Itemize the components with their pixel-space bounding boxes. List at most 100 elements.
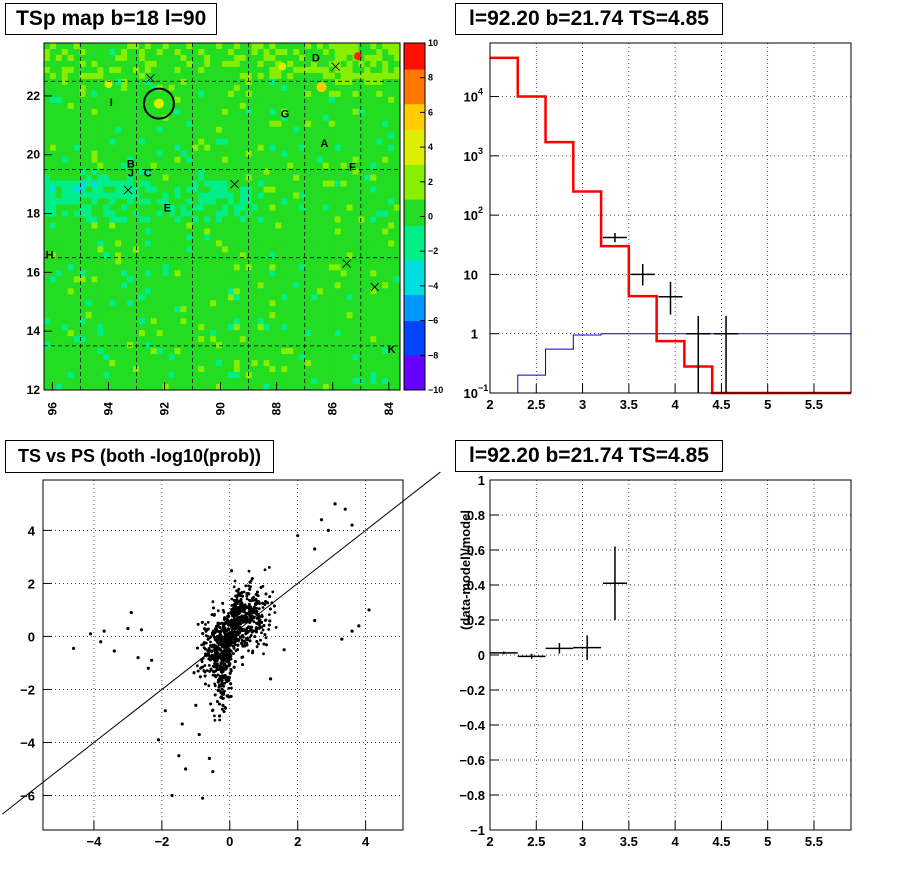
tsmap-cell: [204, 282, 211, 289]
tsmap-cell: [316, 312, 324, 319]
tsmap-cell: [322, 240, 330, 247]
tsmap-cell: [227, 366, 235, 373]
scatter-point: [216, 609, 220, 613]
tsmap-cell: [97, 102, 104, 110]
tsmap-cell: [281, 180, 288, 188]
tsmap-cell: [311, 234, 318, 241]
tsmap-cell: [394, 102, 401, 110]
tsmap-cell: [340, 43, 348, 50]
tsmap-cell: [388, 186, 395, 194]
tsmap-cell: [91, 234, 98, 241]
tsmap-cell: [263, 336, 270, 343]
tsmap-cell: [275, 168, 282, 176]
tsmap-cell: [293, 192, 300, 200]
tsmap-cell: [198, 270, 205, 277]
tsmap-cell: [61, 102, 69, 110]
tsmap-cell: [121, 78, 128, 86]
tsmap-cell: [150, 162, 158, 170]
spectrum-ytick-exponent: 3: [478, 146, 483, 156]
tsmap-cell: [103, 378, 110, 385]
tsmap-cell: [382, 378, 389, 385]
tsmap-cell: [162, 90, 170, 98]
tsmap-cell: [85, 294, 92, 301]
tsmap-cell: [222, 342, 229, 349]
tsmap-cell: [85, 306, 92, 313]
tsmap-cell: [370, 330, 377, 337]
tsmap-cell: [85, 312, 92, 319]
tsmap-cross-marker: [331, 62, 340, 71]
tsmap-cell: [127, 330, 134, 337]
tsmap-cell: [346, 192, 354, 200]
tsmap-cell: [115, 108, 122, 116]
tsmap-cell: [227, 54, 235, 62]
tsmap-cell: [293, 378, 300, 385]
tsmap-cell: [97, 204, 104, 212]
tsmap-cell: [174, 72, 181, 80]
tsmap-cell: [305, 162, 312, 170]
tsmap-cell: [162, 78, 170, 86]
tsmap-cell: [150, 216, 158, 223]
tsmap-cell: [334, 192, 342, 200]
tsmap-cell: [61, 66, 69, 74]
tsmap-cell: [388, 180, 395, 188]
tsmap-cell: [73, 294, 81, 301]
tsmap-cell: [168, 156, 176, 164]
tsmap-cell: [364, 336, 371, 343]
tsmap-cell: [388, 276, 395, 283]
tsmap-cell: [55, 72, 63, 80]
tsmap-cell: [281, 294, 288, 301]
tsmap-cell: [239, 342, 247, 349]
tsmap-cell: [245, 144, 253, 152]
tsmap-cell: [144, 66, 152, 74]
tsmap-cell: [186, 78, 193, 86]
tsmap-cell: [227, 132, 235, 140]
tsmap-cell: [394, 246, 401, 253]
tsmap-cell: [138, 324, 146, 331]
tsmap-cell: [269, 312, 276, 319]
tsmap-cell: [97, 174, 104, 182]
tsmap-cell: [275, 240, 282, 247]
tsmap-cell: [263, 354, 270, 361]
tsmap-cell: [192, 246, 199, 253]
tsmap-cell: [322, 336, 330, 343]
tsmap-cell: [227, 204, 235, 212]
tsmap-cell: [67, 126, 75, 134]
tsmap-cell: [138, 186, 146, 194]
tsmap-cell: [210, 126, 217, 134]
tsmap-cell: [198, 54, 205, 62]
tsmap-cell: [44, 48, 51, 56]
tsmap-cell: [287, 174, 294, 182]
tsmap-cell: [364, 78, 371, 86]
tsmap-cell: [162, 144, 170, 152]
tsmap-cell: [55, 162, 63, 170]
tsmap-cell: [121, 294, 128, 301]
tsmap-cell: [370, 174, 377, 182]
tsmap-cell: [204, 246, 211, 253]
tsmap-cell: [269, 366, 276, 373]
tsmap-cell: [305, 43, 312, 50]
tsmap-cell: [67, 114, 75, 122]
tsmap-cell: [334, 132, 342, 140]
tsmap-cell: [340, 348, 348, 355]
tsmap-cell: [79, 252, 87, 259]
tsmap-cell: [257, 378, 265, 385]
tsmap-cell: [97, 366, 104, 373]
tsmap-cell: [192, 72, 199, 80]
tsmap-cell: [263, 156, 270, 164]
tsmap-cell: [364, 54, 371, 62]
tsmap-cell: [174, 48, 181, 56]
tsmap-cell: [216, 354, 223, 361]
tsmap-cell: [328, 90, 336, 98]
tsmap-cell: [382, 282, 389, 289]
tsmap-cell: [97, 282, 104, 289]
tsmap-cell: [293, 108, 300, 116]
tsmap-cell: [168, 120, 176, 128]
tsmap-cell: [346, 114, 354, 122]
tsmap-cell: [79, 138, 87, 146]
tsmap-cell: [73, 186, 81, 194]
tsmap-cell: [192, 102, 199, 110]
tsmap-cross-marker: [342, 259, 352, 268]
tsmap-cell: [251, 60, 259, 68]
tsmap-cell: [358, 120, 365, 128]
tsmap-cell: [233, 192, 241, 200]
